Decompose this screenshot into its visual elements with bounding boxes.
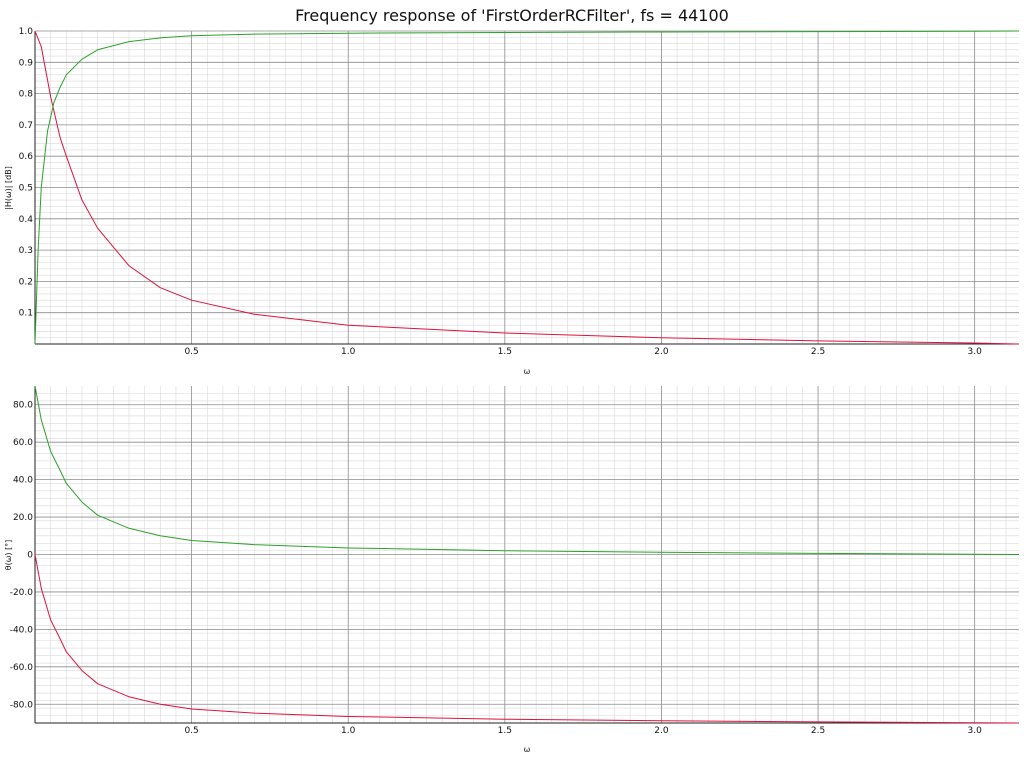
x-tick-label: 1.0 — [341, 347, 356, 357]
y-tick-label: 0.9 — [19, 58, 34, 68]
x-axis-label: ω — [524, 745, 531, 754]
y-tick-label: 0.3 — [19, 246, 33, 256]
y-tick-label: 20.0 — [13, 513, 33, 523]
y-tick-label: 0.4 — [19, 215, 34, 225]
x-tick-label: 2.5 — [811, 726, 825, 736]
x-tick-label: 3.0 — [967, 347, 982, 357]
y-tick-label: 0.6 — [19, 152, 34, 162]
x-tick-label: 1.5 — [498, 347, 512, 357]
y-tick-label: 0.5 — [19, 184, 33, 194]
x-tick-label: 3.0 — [967, 726, 982, 736]
x-tick-label: 2.0 — [654, 726, 669, 736]
x-tick-label: 1.5 — [498, 726, 512, 736]
x-tick-label: 0.5 — [184, 347, 198, 357]
y-tick-label: 0.2 — [19, 277, 33, 287]
chart-title: Frequency response of 'FirstOrderRCFilte… — [295, 6, 729, 25]
y-tick-label: 0.1 — [19, 309, 33, 319]
x-tick-label: 1.0 — [341, 726, 356, 736]
y-axis-label: |H(ω)| [dB] — [4, 166, 13, 210]
y-tick-label: 1.0 — [19, 27, 34, 37]
y-axis-label: θ(ω) [°] — [4, 540, 13, 571]
y-tick-label: 80.0 — [13, 401, 33, 411]
y-tick-label: -40.0 — [10, 625, 34, 635]
y-tick-label: 0.7 — [19, 121, 33, 131]
series-line-1 — [34, 385, 1020, 555]
y-tick-label: 60.0 — [13, 438, 33, 448]
series-line-2 — [34, 554, 1020, 724]
y-tick-label: 0 — [27, 551, 33, 561]
y-tick-label: 0.8 — [19, 90, 34, 100]
series-line-2 — [34, 30, 1020, 345]
series-line-1 — [34, 30, 1020, 345]
x-tick-label: 0.5 — [184, 726, 198, 736]
y-tick-label: -60.0 — [10, 663, 34, 673]
y-tick-label: -20.0 — [10, 588, 34, 598]
y-tick-label: -80.0 — [10, 700, 34, 710]
x-axis-label: ω — [524, 367, 531, 376]
y-tick-label: 40.0 — [13, 476, 33, 486]
x-tick-label: 2.0 — [654, 347, 669, 357]
plot-1: 0.5 1.0 1.5 2.0 2.5 3.0 1.0 0.9 0.8 0.7 0.6 0.5 0.4 0… — [4, 27, 1020, 376]
x-tick-label: 2.5 — [811, 347, 825, 357]
plot-2: 0.5 1.0 1.5 2.0 2.5 3.0 80.0 60.0 40.0 20.0 0 -20.0… — [4, 385, 1020, 754]
